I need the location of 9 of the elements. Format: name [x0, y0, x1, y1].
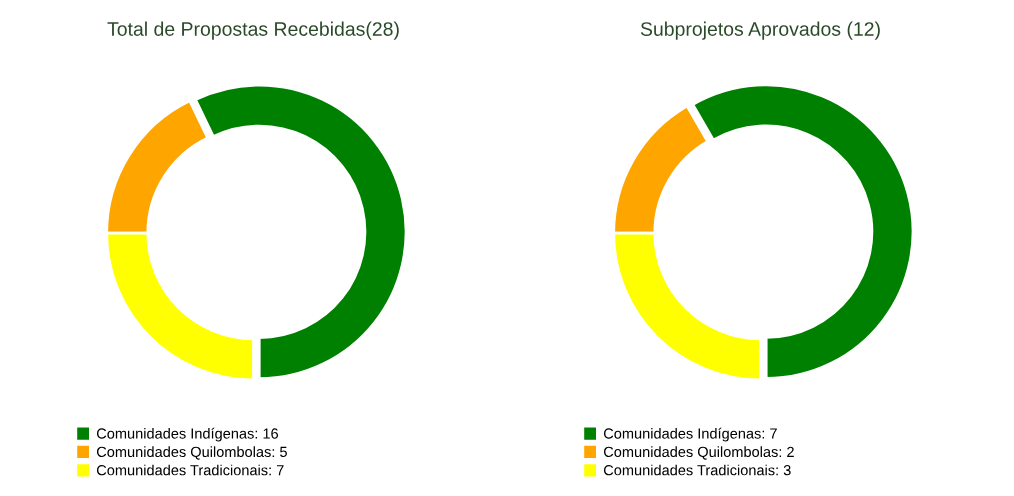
legend-label: Comunidades Quilombolas: 5 [96, 446, 287, 460]
legend-label: Comunidades Indígenas: 7 [603, 427, 777, 442]
legend-label: Comunidades Tradicionais: 7 [96, 464, 284, 476]
legend-label: Comunidades Tradicionais: 3 [603, 464, 791, 476]
legend-label: Comunidades Indígenas: 16 [96, 427, 279, 442]
donut-slice [691, 83, 915, 380]
chart-title: Total de Propostas Recebidas(28) [107, 21, 399, 40]
legend-label: Comunidades Quilombolas: 2 [603, 446, 794, 460]
chart-title: Subprojetos Aprovados (12) [640, 21, 880, 40]
